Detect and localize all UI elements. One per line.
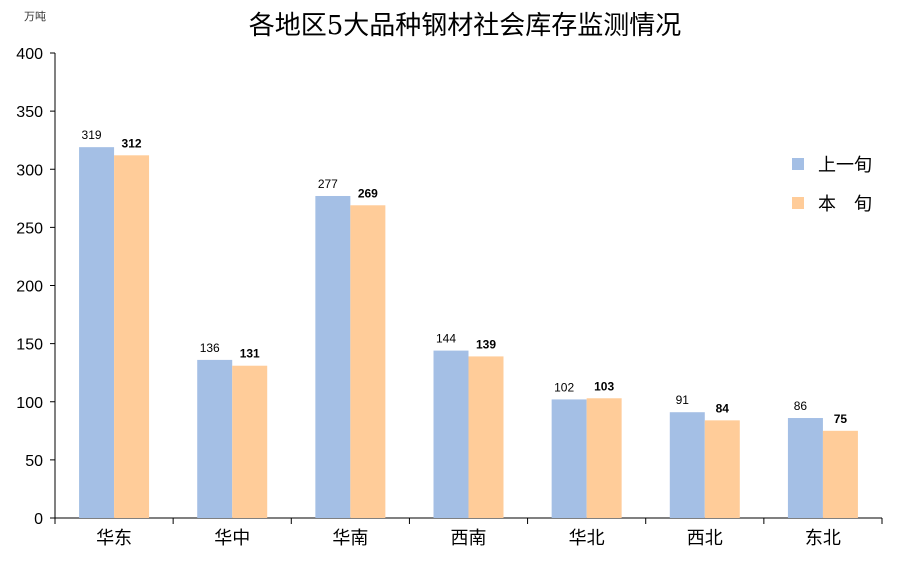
x-tick-label: 华南 <box>332 528 368 549</box>
legend: 上一旬 本 旬 <box>792 155 872 215</box>
data-label-current: 84 <box>716 401 730 415</box>
y-unit-label: 万吨 <box>24 10 46 23</box>
data-label-previous: 319 <box>82 128 102 142</box>
bar-previous <box>315 195 351 519</box>
bar-previous <box>197 359 233 518</box>
legend-swatch-current <box>792 197 804 209</box>
data-label-current: 139 <box>476 337 496 351</box>
data-label-previous: 277 <box>318 177 338 191</box>
legend-swatch-previous <box>792 158 804 170</box>
data-label-current: 75 <box>834 412 848 426</box>
bars <box>79 147 858 519</box>
bar-previous <box>787 418 823 518</box>
y-tick-label: 0 <box>34 511 43 528</box>
data-label-current: 131 <box>240 347 260 361</box>
x-tick-label: 西北 <box>687 528 723 549</box>
y-tick-label: 50 <box>25 453 43 470</box>
bar-current <box>350 205 386 518</box>
legend-label-previous: 上一旬 <box>818 155 872 176</box>
data-label-previous: 136 <box>200 341 220 355</box>
bar-current <box>822 430 858 518</box>
x-tick-label: 华东 <box>96 528 132 549</box>
axes: 0 50 100 150 200 250 300 350 400 华东 华中 华南 西南 华北 西北 东北 <box>16 46 883 549</box>
bar-current <box>468 356 504 518</box>
x-tick-label: 西南 <box>451 528 487 549</box>
y-tick-label: 350 <box>16 104 43 121</box>
bar-current <box>586 398 622 518</box>
data-labels: 319 136 277 144 102 91 86 312 131 269 139 103 84 75 <box>82 128 848 426</box>
data-label-previous: 102 <box>554 380 574 394</box>
x-tick-label: 东北 <box>805 528 841 549</box>
y-tick-label: 400 <box>16 46 43 63</box>
x-tick-label: 华中 <box>214 528 250 549</box>
y-tick-label: 300 <box>16 162 43 179</box>
y-tick-label: 200 <box>16 279 43 296</box>
data-label-current: 312 <box>122 136 142 150</box>
data-label-previous: 91 <box>676 393 690 407</box>
data-label-current: 269 <box>358 186 378 200</box>
bar-previous <box>433 350 469 518</box>
x-tick-label: 华北 <box>569 528 605 549</box>
chart-title: 各地区5大品种钢材社会库存监测情况 <box>249 11 682 41</box>
legend-label-current: 本 旬 <box>818 194 872 215</box>
data-label-current: 103 <box>594 379 614 393</box>
bar-current <box>114 155 150 519</box>
bar-previous <box>669 412 705 518</box>
data-label-previous: 86 <box>794 399 808 413</box>
y-tick-label: 150 <box>16 337 43 354</box>
data-label-previous: 144 <box>436 332 456 346</box>
bar-previous <box>551 399 587 518</box>
bar-current <box>704 420 740 518</box>
bar-current <box>232 365 268 518</box>
bar-previous <box>79 147 115 518</box>
y-tick-label: 250 <box>16 220 43 237</box>
y-tick-label: 100 <box>16 395 43 412</box>
